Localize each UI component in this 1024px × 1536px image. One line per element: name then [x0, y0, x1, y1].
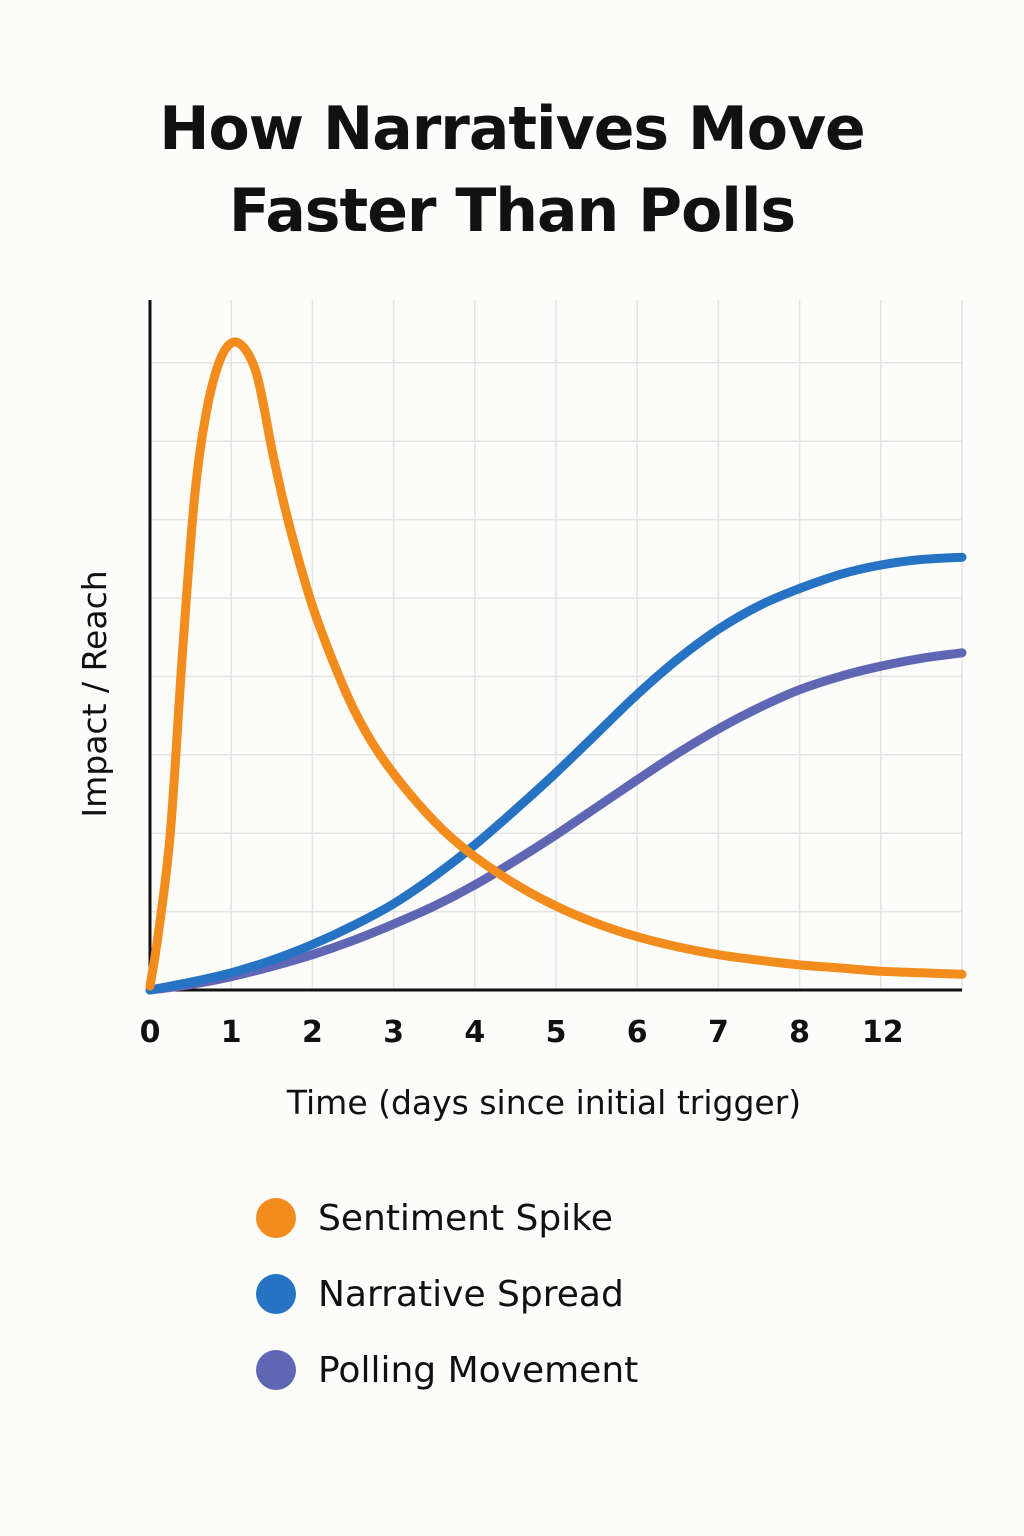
legend-label-narrative-spread: Narrative Spread [318, 1273, 624, 1315]
chart-title-line-1: How Narratives Move [159, 94, 866, 164]
x-tick-label: 1 [221, 1015, 242, 1050]
legend-swatch-sentiment-spike [256, 1198, 296, 1238]
series-line-sentiment-spike [145, 337, 967, 991]
legend-item-narrative-spread: Narrative Spread [256, 1256, 638, 1332]
grid [150, 300, 963, 990]
x-tick-label: 0 [140, 1015, 161, 1050]
y-axis-label: Impact / Reach [75, 570, 114, 817]
chart-title-line-2: Faster Than Polls [228, 176, 796, 246]
x-tick-label: 7 [708, 1015, 729, 1050]
legend-label-polling-movement: Polling Movement [318, 1349, 639, 1391]
legend-swatch-narrative-spread [256, 1274, 296, 1314]
series-line-narrative-spread [145, 552, 967, 995]
x-tick-label: 4 [464, 1015, 485, 1050]
legend-swatch-polling-movement [256, 1350, 296, 1390]
series-line-polling-movement [145, 648, 967, 995]
x-tick-label: 3 [383, 1015, 404, 1050]
x-tick-label: 8 [789, 1015, 810, 1050]
chart-title: How Narratives Move Faster Than Polls [0, 88, 1024, 252]
x-tick-label: 6 [627, 1015, 648, 1050]
legend-item-polling-movement: Polling Movement [256, 1332, 638, 1408]
x-axis-label: Time (days since initial trigger) [286, 1083, 801, 1122]
legend-item-sentiment-spike: Sentiment Spike [256, 1180, 638, 1256]
legend-label-sentiment-spike: Sentiment Spike [318, 1197, 613, 1239]
x-tick-label: 12 [862, 1015, 904, 1050]
x-tick-label: 2 [302, 1015, 323, 1050]
x-tick-label: 5 [546, 1015, 567, 1050]
chart-legend: Sentiment Spike Narrative Spread Polling… [256, 1180, 638, 1408]
